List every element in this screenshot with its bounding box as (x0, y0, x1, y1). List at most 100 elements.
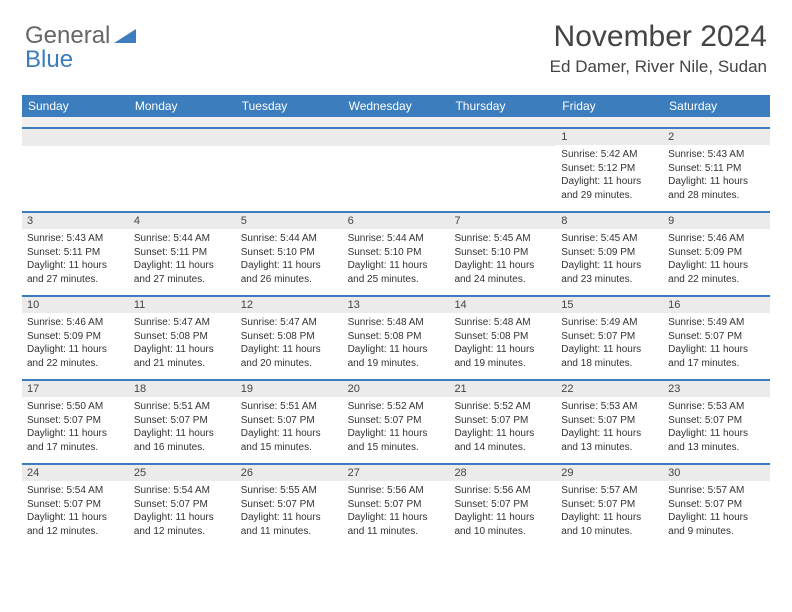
day-info: Sunrise: 5:48 AMSunset: 5:08 PMDaylight:… (449, 313, 556, 375)
day-number: 12 (236, 297, 343, 313)
sunrise-line: Sunrise: 5:46 AM (27, 316, 124, 330)
day-info: Sunrise: 5:56 AMSunset: 5:07 PMDaylight:… (343, 481, 450, 543)
sunrise-line: Sunrise: 5:51 AM (241, 400, 338, 414)
sunset-line: Sunset: 5:12 PM (561, 162, 658, 176)
day-number: 9 (663, 213, 770, 229)
sunrise-line: Sunrise: 5:46 AM (668, 232, 765, 246)
day-info: Sunrise: 5:57 AMSunset: 5:07 PMDaylight:… (556, 481, 663, 543)
daylight-line: Daylight: 11 hours and 11 minutes. (348, 511, 445, 538)
day-number: 6 (343, 213, 450, 229)
week-row: 1Sunrise: 5:42 AMSunset: 5:12 PMDaylight… (22, 127, 770, 211)
daylight-line: Daylight: 11 hours and 14 minutes. (454, 427, 551, 454)
empty-day-number (22, 129, 129, 146)
day-cell: 29Sunrise: 5:57 AMSunset: 5:07 PMDayligh… (556, 465, 663, 547)
sunrise-line: Sunrise: 5:44 AM (348, 232, 445, 246)
day-number: 2 (663, 129, 770, 145)
daylight-line: Daylight: 11 hours and 22 minutes. (668, 259, 765, 286)
day-number: 4 (129, 213, 236, 229)
sunrise-line: Sunrise: 5:55 AM (241, 484, 338, 498)
day-number: 1 (556, 129, 663, 145)
sunset-line: Sunset: 5:07 PM (348, 498, 445, 512)
day-number: 27 (343, 465, 450, 481)
daylight-line: Daylight: 11 hours and 20 minutes. (241, 343, 338, 370)
day-number: 22 (556, 381, 663, 397)
sunset-line: Sunset: 5:11 PM (27, 246, 124, 260)
week-row: 24Sunrise: 5:54 AMSunset: 5:07 PMDayligh… (22, 463, 770, 547)
day-info: Sunrise: 5:46 AMSunset: 5:09 PMDaylight:… (663, 229, 770, 291)
day-cell (129, 129, 236, 211)
day-info: Sunrise: 5:43 AMSunset: 5:11 PMDaylight:… (22, 229, 129, 291)
sunset-line: Sunset: 5:07 PM (134, 498, 231, 512)
week-row: 17Sunrise: 5:50 AMSunset: 5:07 PMDayligh… (22, 379, 770, 463)
day-cell: 1Sunrise: 5:42 AMSunset: 5:12 PMDaylight… (556, 129, 663, 211)
day-info: Sunrise: 5:49 AMSunset: 5:07 PMDaylight:… (663, 313, 770, 375)
sunset-line: Sunset: 5:07 PM (27, 414, 124, 428)
spacer-row (22, 117, 770, 127)
day-cell: 26Sunrise: 5:55 AMSunset: 5:07 PMDayligh… (236, 465, 343, 547)
sunset-line: Sunset: 5:11 PM (668, 162, 765, 176)
day-number: 20 (343, 381, 450, 397)
empty-day-number (449, 129, 556, 146)
day-header: Sunday (22, 95, 129, 117)
daylight-line: Daylight: 11 hours and 19 minutes. (348, 343, 445, 370)
day-header: Tuesday (236, 95, 343, 117)
sunset-line: Sunset: 5:10 PM (454, 246, 551, 260)
location: Ed Damer, River Nile, Sudan (550, 57, 767, 77)
day-number: 25 (129, 465, 236, 481)
day-cell: 12 Sunrise: 5:47 AMSunset: 5:08 PMDayligh… (236, 297, 343, 379)
sunset-line: Sunset: 5:09 PM (561, 246, 658, 260)
daylight-line: Daylight: 11 hours and 23 minutes. (561, 259, 658, 286)
day-cell (343, 129, 450, 211)
daylight-line: Daylight: 11 hours and 13 minutes. (668, 427, 765, 454)
sunrise-line: Sunrise: 5:43 AM (27, 232, 124, 246)
month-title: November 2024 (550, 20, 767, 54)
sunrise-line: Sunrise: 5:52 AM (454, 400, 551, 414)
daylight-line: Daylight: 11 hours and 29 minutes. (561, 175, 658, 202)
sunrise-line: Sunrise: 5:47 AM (241, 316, 338, 330)
sunset-line: Sunset: 5:07 PM (561, 498, 658, 512)
sunset-line: Sunset: 5:08 PM (241, 330, 338, 344)
sunrise-line: Sunrise: 5:53 AM (668, 400, 765, 414)
header: November 2024 Ed Damer, River Nile, Suda… (550, 20, 767, 77)
sunset-line: Sunset: 5:08 PM (348, 330, 445, 344)
day-info: Sunrise: 5:49 AMSunset: 5:07 PMDaylight:… (556, 313, 663, 375)
day-number: 24 (22, 465, 129, 481)
day-info: Sunrise: 5:42 AMSunset: 5:12 PMDaylight:… (556, 145, 663, 207)
day-info: Sunrise: 5:54 AMSunset: 5:07 PMDaylight:… (22, 481, 129, 543)
daylight-line: Daylight: 11 hours and 12 minutes. (134, 511, 231, 538)
day-info: Sunrise: 5:54 AMSunset: 5:07 PMDaylight:… (129, 481, 236, 543)
daylight-line: Daylight: 11 hours and 19 minutes. (454, 343, 551, 370)
sunset-line: Sunset: 5:07 PM (241, 498, 338, 512)
day-info: Sunrise: 5:51 AMSunset: 5:07 PMDaylight:… (129, 397, 236, 459)
day-cell (236, 129, 343, 211)
day-number: 18 (129, 381, 236, 397)
sunset-line: Sunset: 5:07 PM (668, 498, 765, 512)
day-info: Sunrise: 5:44 AMSunset: 5:11 PMDaylight:… (129, 229, 236, 291)
sunrise-line: Sunrise: 5:42 AM (561, 148, 658, 162)
sunrise-line: Sunrise: 5:48 AM (348, 316, 445, 330)
day-info: Sunrise: 5:51 AMSunset: 5:07 PMDaylight:… (236, 397, 343, 459)
day-number: 30 (663, 465, 770, 481)
daylight-line: Daylight: 11 hours and 13 minutes. (561, 427, 658, 454)
day-number: 29 (556, 465, 663, 481)
day-cell: 11Sunrise: 5:47 AMSunset: 5:08 PMDayligh… (129, 297, 236, 379)
daylight-line: Daylight: 11 hours and 15 minutes. (348, 427, 445, 454)
day-info: Sunrise: 5:44 AMSunset: 5:10 PMDaylight:… (236, 229, 343, 291)
empty-day-number (129, 129, 236, 146)
daylight-line: Daylight: 11 hours and 17 minutes. (668, 343, 765, 370)
sunset-line: Sunset: 5:07 PM (561, 414, 658, 428)
sunrise-line: Sunrise: 5:45 AM (454, 232, 551, 246)
sunset-line: Sunset: 5:07 PM (668, 414, 765, 428)
sunrise-line: Sunrise: 5:44 AM (134, 232, 231, 246)
sunrise-line: Sunrise: 5:57 AM (668, 484, 765, 498)
day-info: Sunrise: 5:48 AMSunset: 5:08 PMDaylight:… (343, 313, 450, 375)
day-cell: 4Sunrise: 5:44 AMSunset: 5:11 PMDaylight… (129, 213, 236, 295)
sunset-line: Sunset: 5:07 PM (668, 330, 765, 344)
sunrise-line: Sunrise: 5:57 AM (561, 484, 658, 498)
day-number: 21 (449, 381, 556, 397)
sunset-line: Sunset: 5:07 PM (348, 414, 445, 428)
day-header-row: SundayMondayTuesdayWednesdayThursdayFrid… (22, 95, 770, 117)
day-cell: 16Sunrise: 5:49 AMSunset: 5:07 PMDayligh… (663, 297, 770, 379)
sunset-line: Sunset: 5:11 PM (134, 246, 231, 260)
day-cell: 5Sunrise: 5:44 AMSunset: 5:10 PMDaylight… (236, 213, 343, 295)
